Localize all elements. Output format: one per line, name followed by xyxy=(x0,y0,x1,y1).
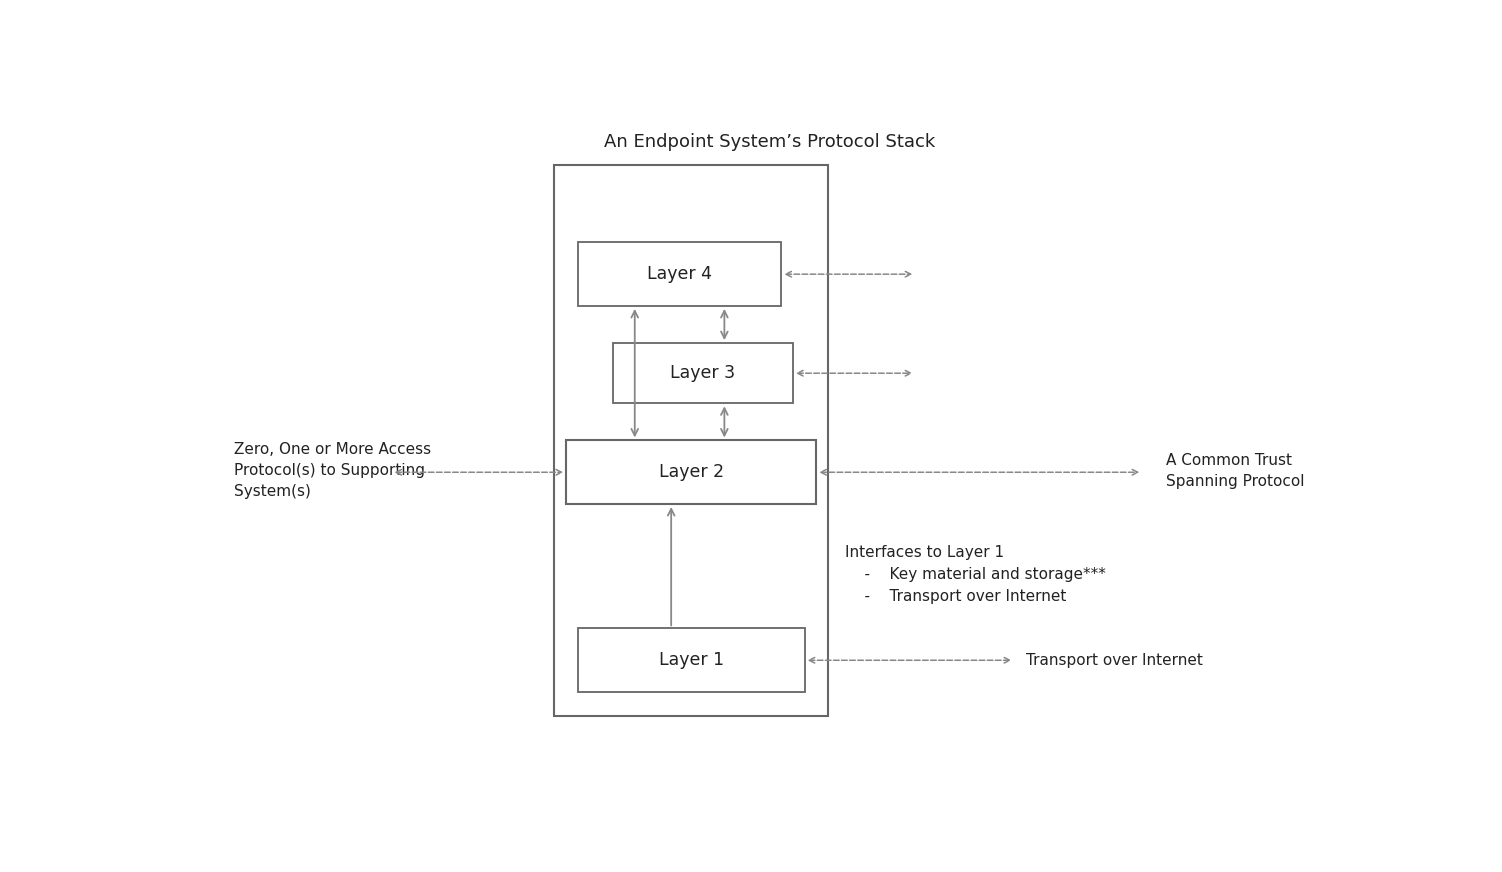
Text: Interfaces to Layer 1
    -    Key material and storage***
    -    Transport ov: Interfaces to Layer 1 - Key material and… xyxy=(846,545,1107,604)
Text: Zero, One or More Access
Protocol(s) to Supporting
System(s): Zero, One or More Access Protocol(s) to … xyxy=(234,442,431,499)
Text: Layer 4: Layer 4 xyxy=(647,265,712,283)
Text: An Endpoint System’s Protocol Stack: An Endpoint System’s Protocol Stack xyxy=(604,133,936,151)
Bar xyxy=(613,343,793,404)
Text: Transport over Internet: Transport over Internet xyxy=(1026,653,1203,668)
Bar xyxy=(578,629,805,692)
Bar xyxy=(578,242,781,306)
Text: A Common Trust
Spanning Protocol: A Common Trust Spanning Protocol xyxy=(1166,453,1304,488)
Text: Layer 1: Layer 1 xyxy=(659,651,724,669)
Bar xyxy=(566,440,817,504)
Text: Layer 3: Layer 3 xyxy=(670,364,736,382)
Bar xyxy=(554,165,828,716)
Text: Layer 2: Layer 2 xyxy=(659,463,724,481)
